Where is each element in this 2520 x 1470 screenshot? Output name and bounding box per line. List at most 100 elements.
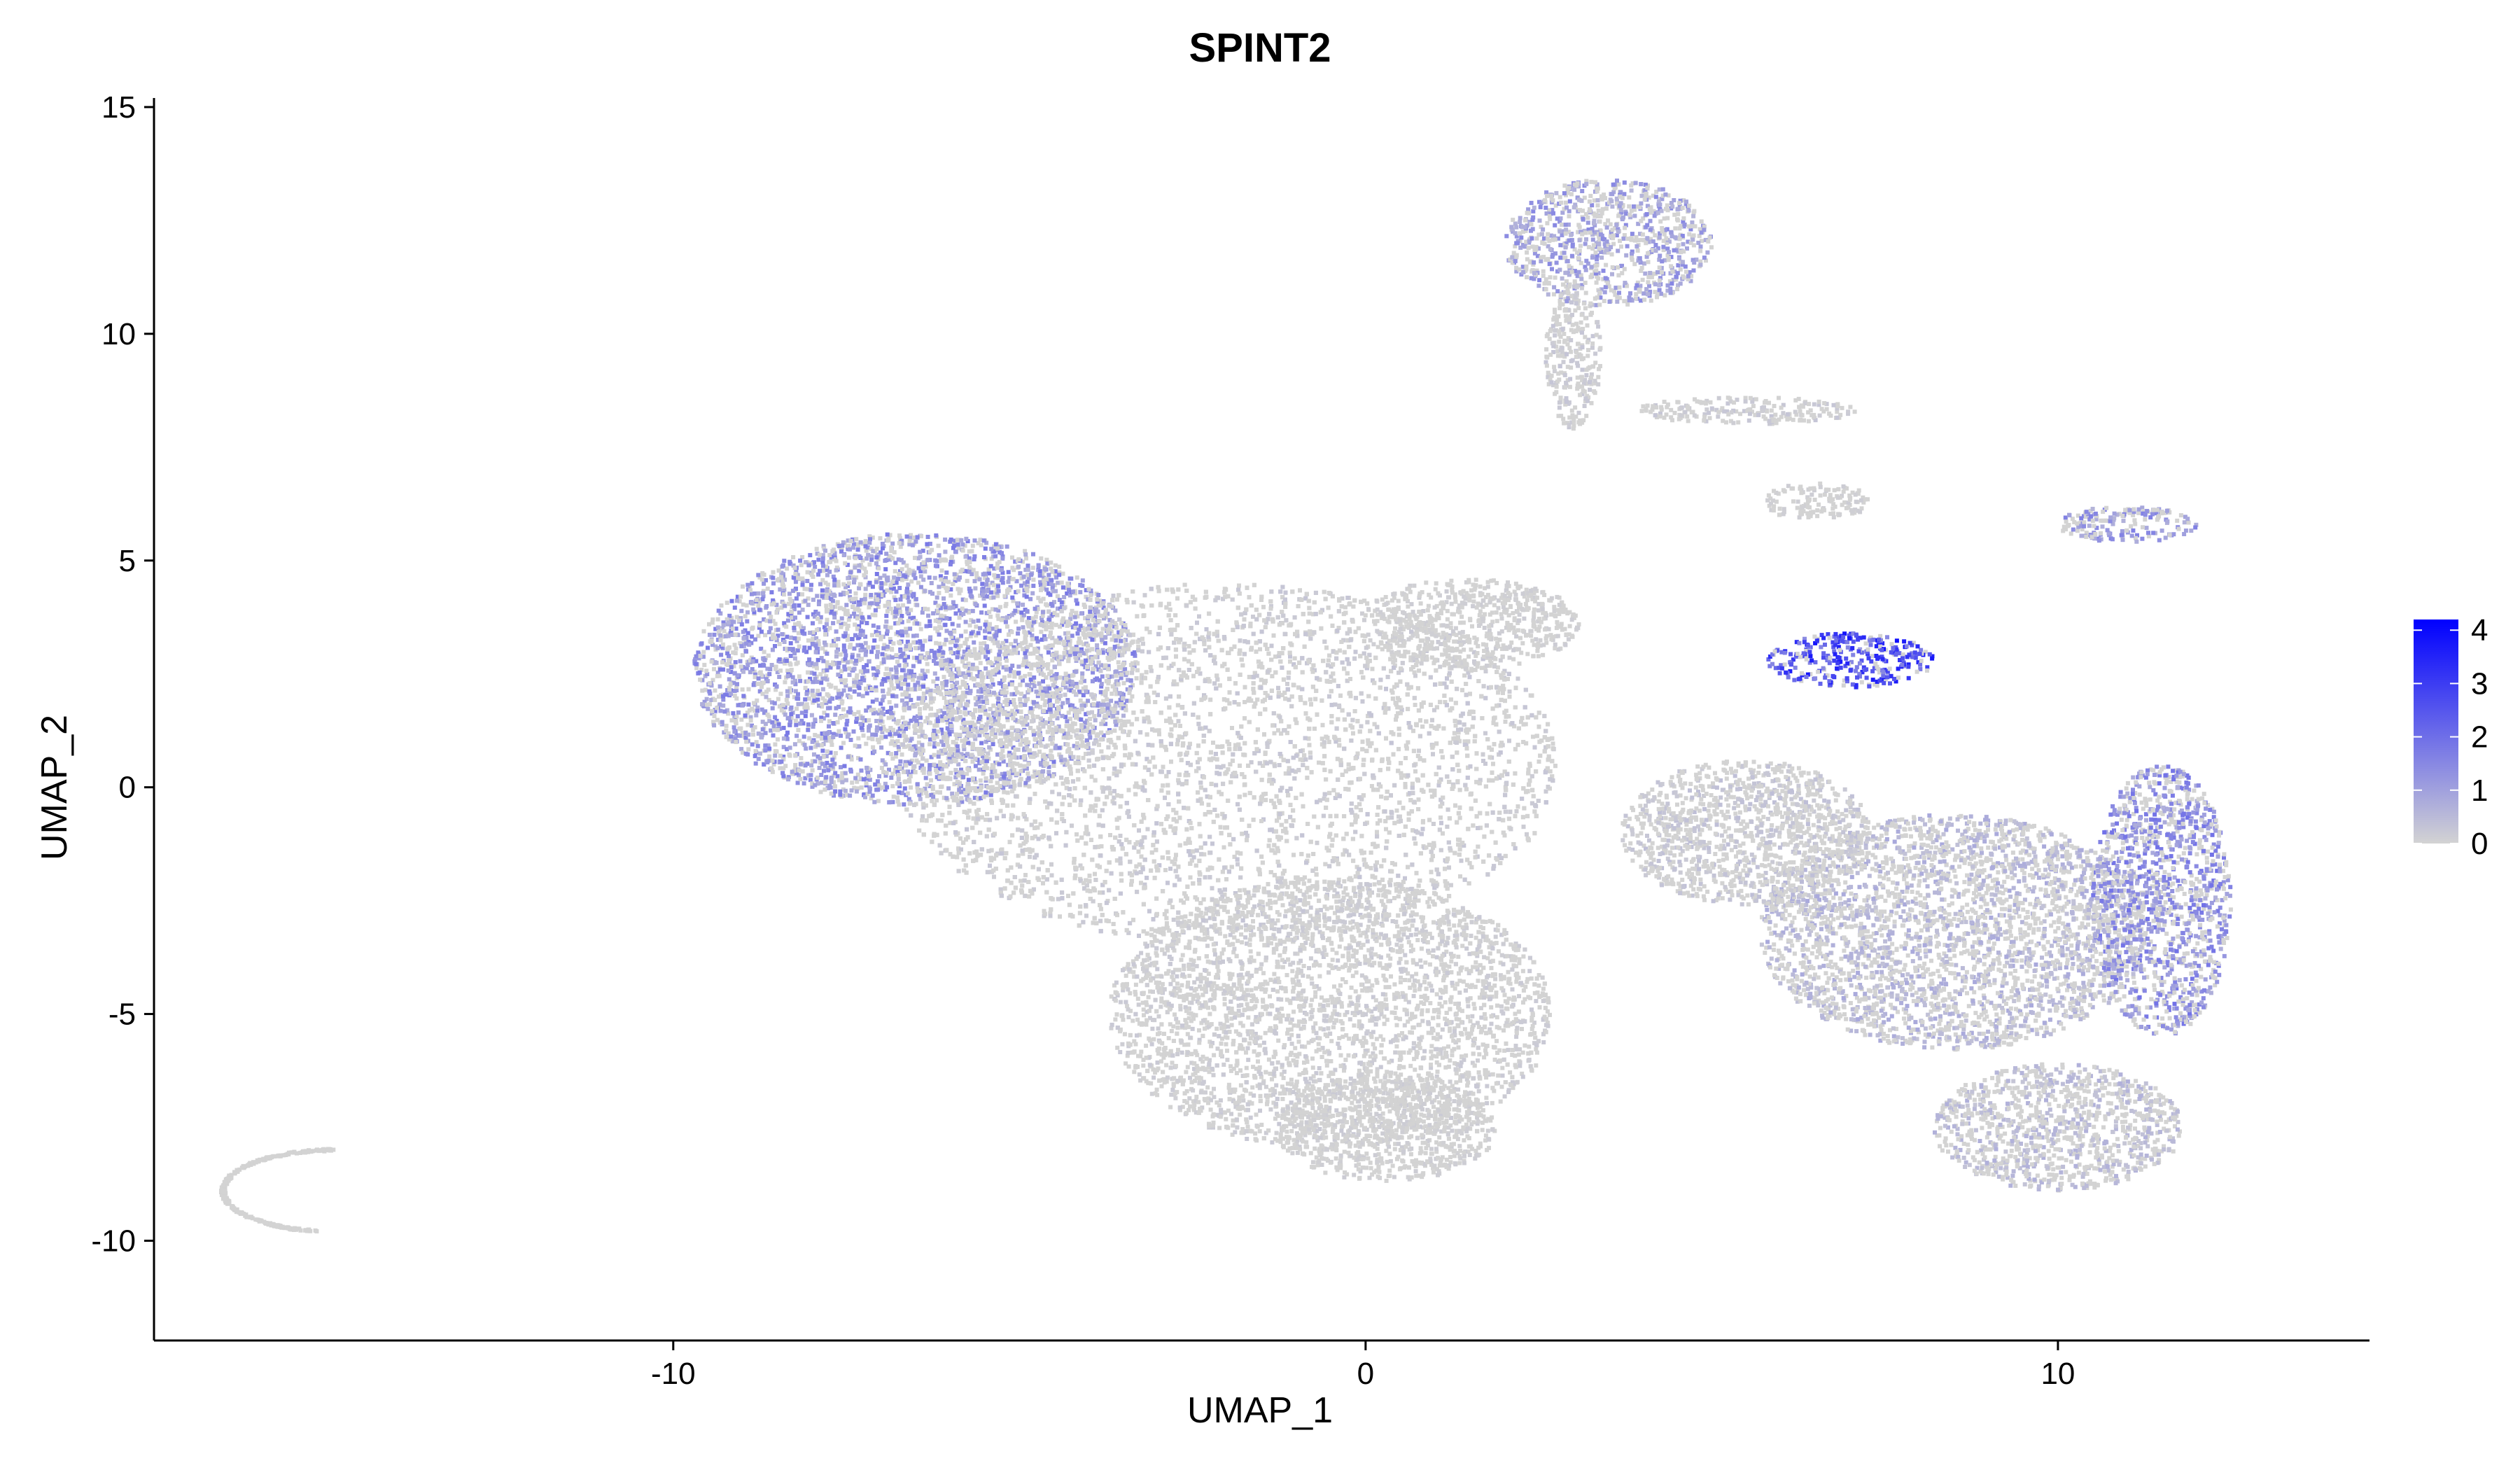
data-point [1058,676,1062,680]
data-point [763,748,767,752]
data-point [984,582,988,587]
data-point [1039,630,1043,634]
data-point [822,769,826,773]
data-point [850,655,855,659]
data-point [920,788,925,792]
data-point [720,603,724,608]
data-point [841,707,846,711]
data-point [1042,582,1046,587]
data-point [1088,610,1092,614]
data-point [935,596,939,600]
data-point [894,694,898,699]
data-point [907,600,911,604]
data-point [855,790,859,794]
data-point [757,732,761,736]
data-point [846,660,850,664]
data-point [875,725,879,729]
data-point [978,538,982,542]
data-point [908,539,912,543]
data-point [773,636,777,640]
data-point [905,606,909,610]
data-point [848,687,852,692]
data-point [899,614,904,618]
data-point [881,689,885,693]
data-point [823,676,827,680]
data-point [857,692,861,696]
data-point [855,676,859,680]
data-point [965,637,969,641]
data-point [886,692,890,696]
data-point [953,550,958,554]
data-point [921,685,925,689]
data-point [808,746,813,750]
data-point [734,660,738,664]
data-point [867,659,872,664]
data-point [1107,702,1111,706]
data-point [925,651,930,655]
data-point [806,638,811,643]
data-point [1065,582,1070,586]
data-point [763,633,767,637]
data-point [760,578,764,582]
data-point [925,669,930,673]
data-point [969,589,973,593]
data-point [762,650,766,654]
data-point [1026,771,1030,776]
data-point [800,592,804,596]
data-point [937,553,941,557]
data-point [1005,545,1009,549]
data-point [853,634,858,638]
data-point [769,615,773,619]
data-point [816,658,820,662]
data-point [733,643,737,647]
data-point [893,598,897,602]
data-point [782,559,786,563]
data-point [942,711,946,715]
data-point [804,763,808,767]
data-point [859,669,863,673]
data-point [850,637,854,641]
data-point [718,668,722,672]
data-point [1016,664,1021,668]
data-point [825,713,830,718]
data-point [1034,744,1038,748]
data-point [803,743,807,747]
data-point [895,668,899,672]
data-point [881,785,885,790]
data-point [1112,634,1116,638]
data-point [979,661,983,665]
data-point [863,597,867,601]
data-point [889,626,893,630]
data-point [710,709,714,713]
data-point [850,597,855,601]
data-point [1075,575,1079,580]
data-point [820,762,825,766]
data-point [974,624,978,629]
data-point [798,679,802,683]
data-point [820,594,825,598]
data-point [823,632,827,636]
data-point [1063,646,1068,650]
data-point [896,630,900,634]
data-point [994,608,998,612]
data-point [1023,703,1027,707]
data-point [1039,762,1043,766]
data-point [811,621,815,625]
data-point [1014,639,1018,643]
data-point [859,629,863,633]
data-point [1024,556,1028,561]
data-point [918,639,922,643]
data-point [746,703,750,707]
data-point [1015,601,1019,606]
data-point [736,710,741,715]
data-point [1091,679,1095,683]
data-point [778,692,783,696]
data-point [874,698,878,702]
data-point [1130,652,1135,656]
data-point [775,685,779,689]
data-point [811,722,816,726]
data-point [886,609,890,613]
data-point [748,670,752,674]
data-point [849,769,853,774]
data-point [1113,688,1117,692]
